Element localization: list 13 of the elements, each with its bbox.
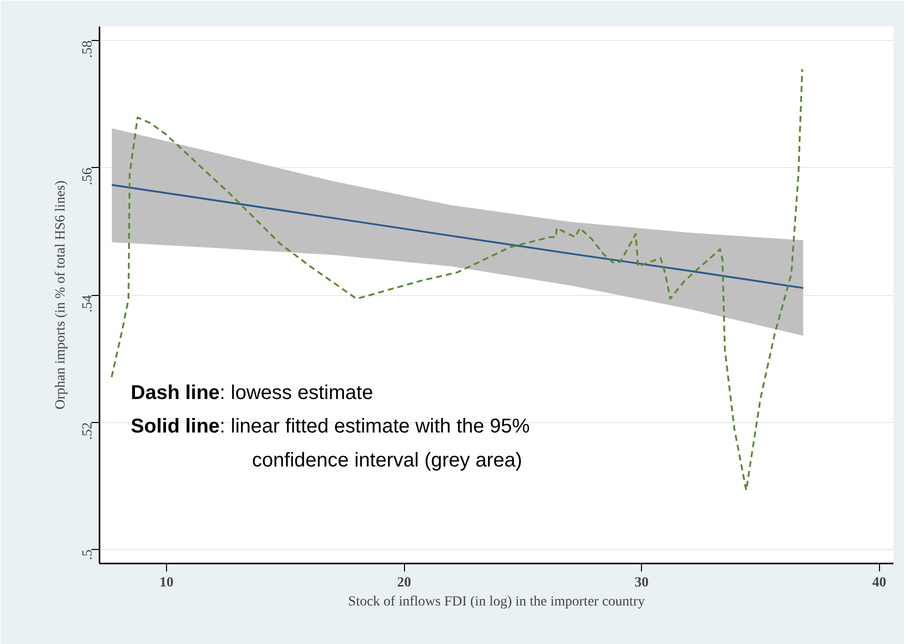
y-tick-label: .58: [80, 40, 96, 58]
y-tick-label: .5: [80, 550, 96, 560]
x-tick-label: 30: [634, 576, 649, 590]
x-tick-label: 20: [397, 576, 412, 590]
y-tick-label: .54: [80, 295, 96, 312]
x-axis-title: Stock of inflows FDI (in log) in the importer country: [348, 594, 645, 610]
y-tick-label: .56: [80, 168, 96, 186]
x-tick-label: 10: [160, 576, 174, 590]
y-tick-label: .52: [80, 422, 96, 440]
annotation: Solid line: linear fitted estimate with the 95% confidence interval (grey area): [130, 416, 530, 472]
x-tick-label: 40: [872, 576, 886, 590]
y-axis-title: Orphan imports (in % of total HS6 lines): [54, 180, 68, 410]
annotation: Dash line: lowess estimate: [130, 382, 374, 404]
